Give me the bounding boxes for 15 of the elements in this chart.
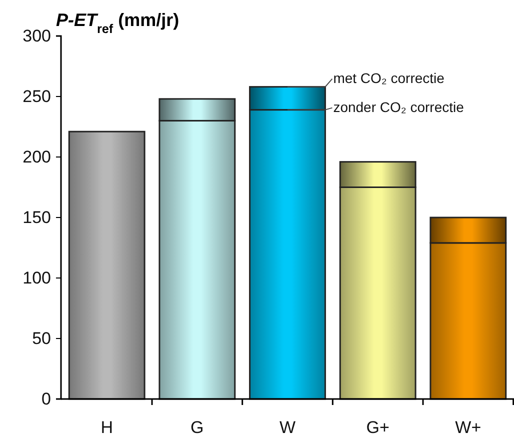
annotation: met CO₂ correctie <box>333 70 445 86</box>
y-tick-label: 0 <box>42 389 51 408</box>
y-tick-label: 200 <box>22 147 51 166</box>
x-tick-label: G <box>190 418 204 438</box>
annotation: zonder CO₂ correctie <box>333 98 464 115</box>
y-tick-label: 250 <box>22 86 51 106</box>
x-tick-label: W <box>279 418 296 438</box>
y-tick-label: 300 <box>22 26 51 46</box>
chart-title: P-ET$_{ref}$ (mm/jr) <box>56 10 180 36</box>
y-tick-label: 100 <box>22 268 51 288</box>
x-tick-label: W+ <box>455 418 482 438</box>
x-tick-label: G+ <box>366 418 390 438</box>
x-tick-label: H <box>100 418 113 438</box>
y-tick-label: 50 <box>32 328 51 348</box>
y-tick-label: 150 <box>22 208 51 227</box>
